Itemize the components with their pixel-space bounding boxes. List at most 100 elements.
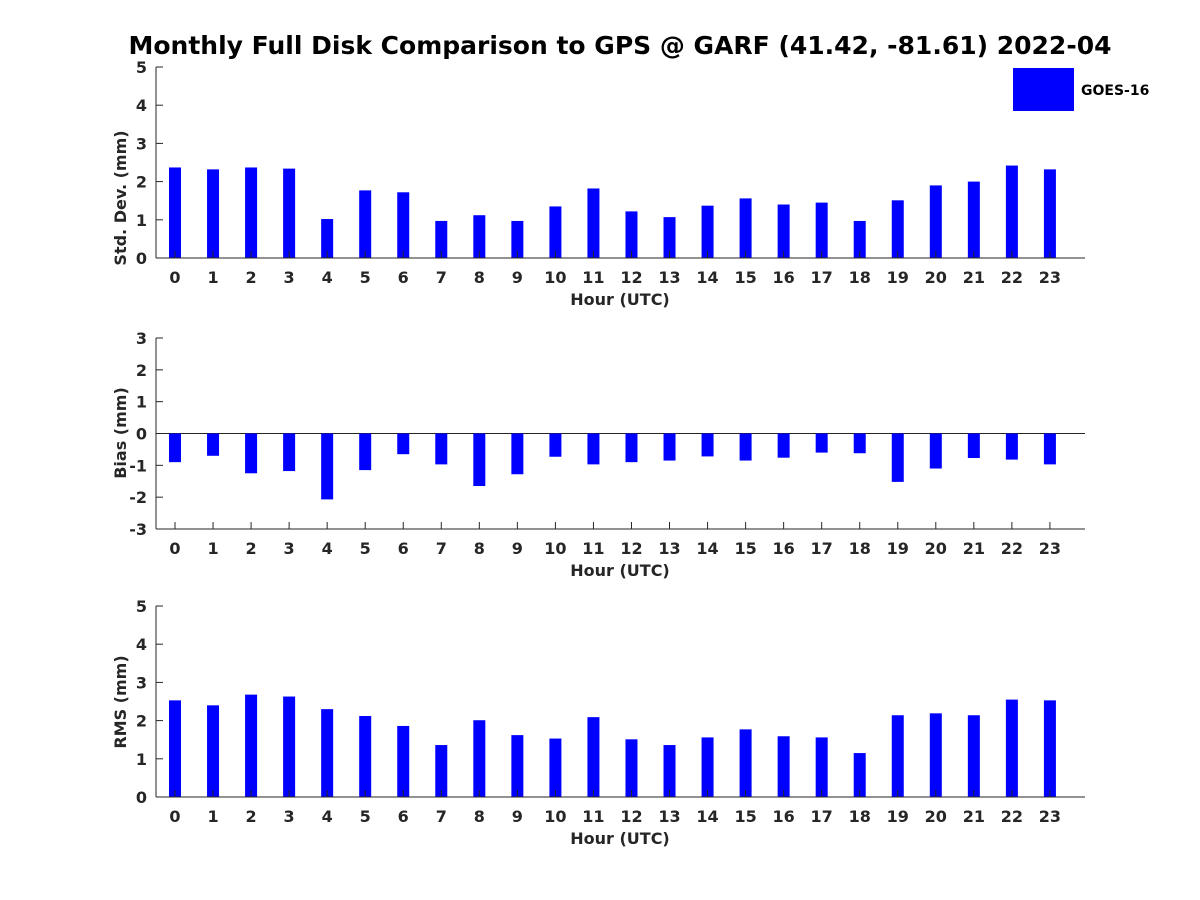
x-axis-label: Hour (UTC) <box>570 829 670 848</box>
bar <box>511 220 524 258</box>
bar <box>1043 700 1056 797</box>
x-tick-label: 16 <box>773 807 795 826</box>
x-tick-label: 4 <box>322 268 333 287</box>
x-tick-label: 18 <box>849 539 871 558</box>
x-tick-label: 21 <box>963 268 985 287</box>
bar <box>777 204 790 258</box>
x-tick-label: 7 <box>436 539 447 558</box>
bar <box>283 433 296 472</box>
bar <box>701 433 714 457</box>
x-tick-label: 2 <box>246 539 257 558</box>
y-tick-label: -3 <box>129 520 147 539</box>
x-tick-label: 20 <box>925 807 947 826</box>
x-tick-label: 9 <box>512 539 523 558</box>
y-tick-label: 0 <box>136 788 147 807</box>
bar <box>359 716 372 797</box>
x-tick-label: 0 <box>169 807 180 826</box>
x-tick-label: 12 <box>620 539 642 558</box>
bar <box>663 433 676 461</box>
bar <box>169 433 181 463</box>
y-axis-label: RMS (mm) <box>111 655 130 748</box>
y-tick-label: 1 <box>136 750 147 769</box>
bar <box>359 433 372 471</box>
bar <box>207 705 220 797</box>
x-tick-label: 23 <box>1039 268 1061 287</box>
bar <box>967 715 980 797</box>
bar <box>815 202 828 258</box>
x-tick-label: 13 <box>658 268 680 287</box>
y-tick-label: 1 <box>136 393 147 412</box>
y-tick-label: 4 <box>136 635 147 654</box>
y-tick-label: 3 <box>136 329 147 348</box>
bar <box>397 725 410 797</box>
x-tick-label: 10 <box>544 807 566 826</box>
x-tick-label: 17 <box>811 539 833 558</box>
x-tick-label: 8 <box>474 807 485 826</box>
bar <box>511 735 524 797</box>
bar <box>1005 699 1018 797</box>
bar <box>473 215 486 258</box>
x-axis-label: Hour (UTC) <box>570 561 670 580</box>
bar <box>207 433 220 456</box>
x-tick-label: 5 <box>360 807 371 826</box>
x-tick-label: 22 <box>1001 807 1023 826</box>
x-tick-label: 6 <box>398 807 409 826</box>
bar <box>663 745 676 797</box>
bar <box>891 715 904 797</box>
bar <box>929 185 942 258</box>
bar <box>435 745 448 797</box>
x-tick-label: 16 <box>773 268 795 287</box>
x-tick-label: 18 <box>849 268 871 287</box>
legend-swatch <box>1013 68 1074 111</box>
x-tick-label: 9 <box>512 807 523 826</box>
x-tick-label: 17 <box>811 268 833 287</box>
x-tick-label: 20 <box>925 268 947 287</box>
x-tick-label: 2 <box>246 807 257 826</box>
bar <box>853 753 866 797</box>
x-tick-label: 11 <box>582 807 604 826</box>
bar <box>701 205 714 258</box>
bar <box>587 433 600 465</box>
bar <box>587 188 600 258</box>
y-tick-label: 3 <box>136 673 147 692</box>
x-tick-label: 15 <box>734 539 756 558</box>
y-tick-label: 2 <box>136 173 147 192</box>
x-tick-label: 20 <box>925 539 947 558</box>
bar <box>739 433 752 461</box>
x-tick-label: 8 <box>474 539 485 558</box>
x-tick-label: 11 <box>582 539 604 558</box>
x-tick-label: 14 <box>696 539 718 558</box>
y-tick-label: 4 <box>136 96 147 115</box>
bar <box>321 709 334 797</box>
bar <box>929 433 942 469</box>
x-tick-label: 12 <box>620 268 642 287</box>
bar <box>473 720 486 797</box>
bar <box>587 717 600 797</box>
x-tick-label: 1 <box>207 539 218 558</box>
x-tick-label: 3 <box>284 539 295 558</box>
bar <box>1005 433 1018 460</box>
y-tick-label: 3 <box>136 134 147 153</box>
y-tick-label: 2 <box>136 361 147 380</box>
y-axis-label: Std. Dev. (mm) <box>111 130 130 265</box>
bar <box>777 433 790 458</box>
y-tick-label: 2 <box>136 712 147 731</box>
x-tick-label: 22 <box>1001 539 1023 558</box>
bar <box>283 696 296 797</box>
bar <box>549 738 562 797</box>
x-tick-label: 21 <box>963 807 985 826</box>
x-tick-label: 6 <box>398 268 409 287</box>
x-tick-label: 13 <box>658 807 680 826</box>
x-tick-label: 14 <box>696 268 718 287</box>
bar <box>511 433 524 475</box>
bar <box>625 739 638 797</box>
bar <box>1043 169 1056 258</box>
y-tick-label: -1 <box>129 456 147 475</box>
bar <box>549 206 562 258</box>
bar <box>321 219 334 258</box>
x-tick-label: 21 <box>963 539 985 558</box>
